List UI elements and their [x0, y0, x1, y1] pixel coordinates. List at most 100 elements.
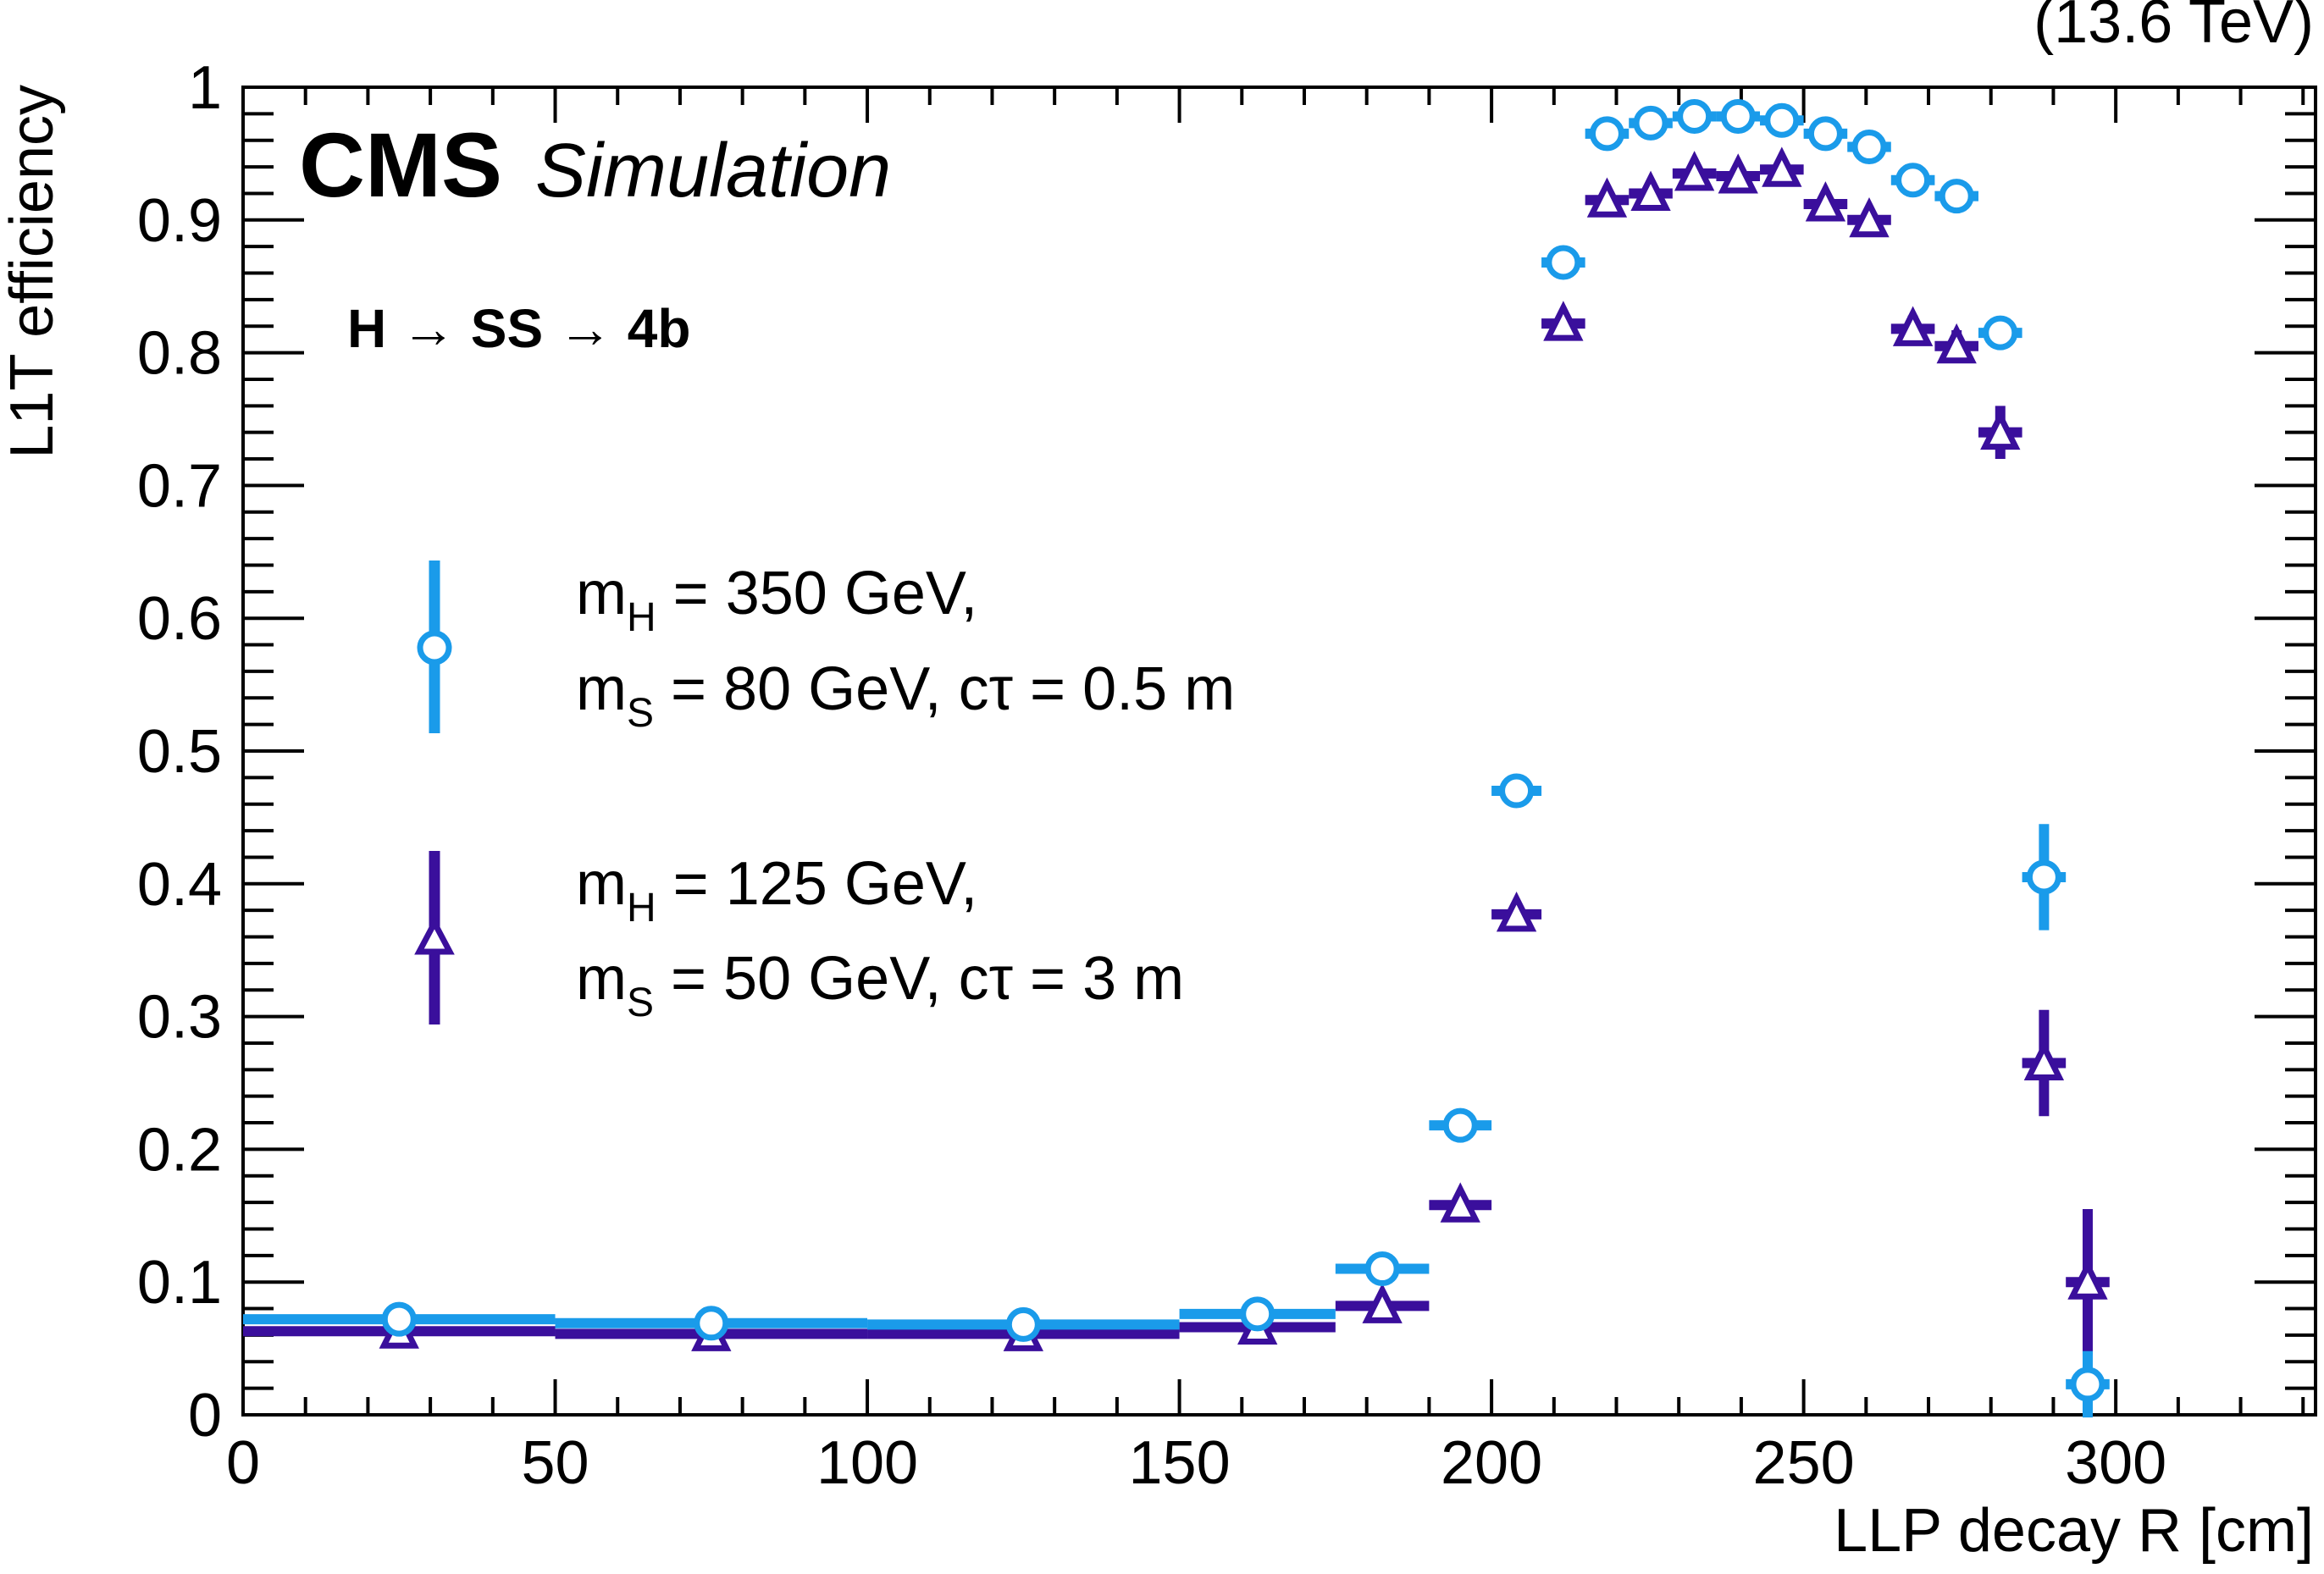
x-tick-label: 300 — [2065, 1429, 2166, 1497]
x-tick-label: 100 — [816, 1429, 918, 1497]
x-tick-label: 250 — [1753, 1429, 1855, 1497]
legend-marker-series1-circle — [417, 630, 452, 665]
circle-point-18 — [2022, 824, 2067, 931]
legend-label-series2-sub2: S — [627, 980, 654, 1025]
legend-label-series1-rest: = 350 GeV, — [656, 560, 978, 627]
circle-marker — [2026, 859, 2061, 895]
y-tick-label: 0.9 — [137, 187, 222, 255]
circle-marker — [1442, 1107, 1478, 1143]
x-tick-label: 200 — [1441, 1429, 1542, 1497]
circle-marker — [1720, 98, 1756, 134]
legend-label-series1-line2: mS = 80 GeV, cτ = 0.5 m — [576, 655, 1235, 736]
y-tick-label: 0.4 — [137, 851, 222, 919]
circle-point-15 — [1890, 163, 1935, 198]
x-tick-label: 0 — [226, 1429, 260, 1497]
legend-label-series1-rest2: = 80 GeV, cτ = 0.5 m — [654, 655, 1235, 723]
legend-label-series2-rest: = 125 GeV, — [656, 850, 978, 918]
triangle-marker — [1980, 409, 2021, 450]
legend-label-series1-sub: H — [627, 595, 656, 640]
circle-point-14 — [1847, 130, 1891, 165]
legend-label-series1-sub2: S — [627, 691, 654, 736]
cms-label: CMS — [299, 113, 502, 216]
circle-point-10 — [1672, 98, 1717, 134]
triangle-marker — [1892, 306, 1934, 346]
triangle-point-15 — [1890, 306, 1935, 346]
triangle-point-4 — [1335, 1283, 1430, 1323]
circle-point-0 — [243, 1301, 556, 1337]
triangle-marker — [1805, 181, 1846, 222]
legend-entry-series2: mH = 125 GeV, mS = 50 GeV, cτ = 3 m — [414, 850, 1184, 1025]
series-layer — [243, 98, 2110, 1418]
triangle-marker — [1762, 146, 1802, 187]
circle-marker — [1005, 1306, 1041, 1342]
legend-label-series2-sub: H — [627, 886, 656, 931]
circle-marker — [1895, 163, 1931, 198]
circle-point-13 — [1803, 116, 1848, 152]
circle-point-12 — [1760, 102, 1804, 138]
circle-point-4 — [1335, 1251, 1430, 1287]
x-axis-title: LLP decay R [cm] — [1834, 1497, 2314, 1565]
triangle-marker — [1496, 892, 1537, 932]
legend-label-series2-rest2: = 50 GeV, cτ = 3 m — [654, 945, 1184, 1013]
circle-point-11 — [1716, 98, 1761, 134]
circle-marker — [1764, 102, 1800, 138]
y-tick-label: 0.5 — [137, 718, 222, 786]
circle-point-6 — [1491, 773, 1542, 809]
triangle-point-11 — [1716, 153, 1761, 194]
circle-marker — [1807, 116, 1843, 152]
y-tick-label: 1 — [188, 54, 222, 122]
y-tick-label: 0.1 — [137, 1249, 222, 1317]
y-tick-label: 0.7 — [137, 452, 222, 520]
triangle-point-13 — [1803, 181, 1848, 222]
circle-point-2 — [867, 1306, 1180, 1342]
simulation-label: Simulation — [535, 129, 891, 213]
triangle-marker — [1849, 196, 1890, 238]
triangle-marker — [1362, 1283, 1403, 1323]
triangle-point-18 — [2022, 1009, 2067, 1117]
circle-marker — [1939, 179, 1974, 214]
y-axis-title: L1T efficiency — [0, 85, 66, 459]
circle-marker — [1546, 245, 1581, 280]
axis-ticks: 0 50 100 150 200 250 300 0 0.1 0.2 0.3 0.4 0.5 0.6 0.7… — [137, 54, 2316, 1497]
x-tick-label: 50 — [521, 1429, 589, 1497]
legend-label-series1-m: m — [576, 560, 627, 627]
triangle-point-7 — [1541, 301, 1585, 341]
triangle-marker — [1630, 170, 1671, 211]
circle-marker — [1240, 1296, 1275, 1332]
circle-marker — [1983, 315, 2018, 351]
legend-marker-series2-triangle — [414, 916, 455, 955]
y-tick-label: 0.2 — [137, 1116, 222, 1184]
legend-label-series1-m2: m — [576, 655, 627, 723]
x-tick-label: 150 — [1129, 1429, 1231, 1497]
legend-label-series2-m2: m — [576, 945, 627, 1013]
circle-marker — [1851, 130, 1887, 165]
circle-marker — [1633, 105, 1668, 141]
circle-marker — [1499, 773, 1535, 809]
circle-marker — [2070, 1367, 2105, 1402]
legend: mH = 350 GeV, mS = 80 GeV, cτ = 0.5 m mH… — [414, 560, 1235, 1025]
circle-marker — [381, 1301, 417, 1337]
triangle-point-14 — [1847, 196, 1891, 238]
energy-label: (13.6 TeV) — [2034, 0, 2314, 56]
y-tick-label: 0.8 — [137, 320, 222, 388]
circle-point-17 — [1978, 315, 2022, 351]
circle-point-19 — [2066, 1350, 2110, 1418]
triangle-marker — [2023, 1040, 2065, 1080]
triangle-marker — [1440, 1182, 1480, 1223]
legend-entry-series1: mH = 350 GeV, mS = 80 GeV, cτ = 0.5 m — [417, 560, 1235, 736]
triangle-point-9 — [1629, 170, 1673, 211]
circle-point-8 — [1585, 116, 1630, 152]
triangle-marker — [1718, 153, 1758, 194]
series-circles — [243, 98, 2110, 1418]
triangle-marker — [1543, 301, 1584, 341]
triangle-marker — [1936, 323, 1977, 364]
triangle-point-19 — [2066, 1208, 2110, 1356]
circle-marker — [1364, 1251, 1400, 1287]
circle-point-3 — [1179, 1296, 1336, 1332]
triangle-point-17 — [1978, 406, 2022, 460]
triangle-point-12 — [1760, 146, 1804, 187]
circle-point-1 — [555, 1306, 868, 1341]
legend-label-series2-line1: mH = 125 GeV, — [576, 850, 977, 931]
circle-marker — [1589, 116, 1624, 152]
